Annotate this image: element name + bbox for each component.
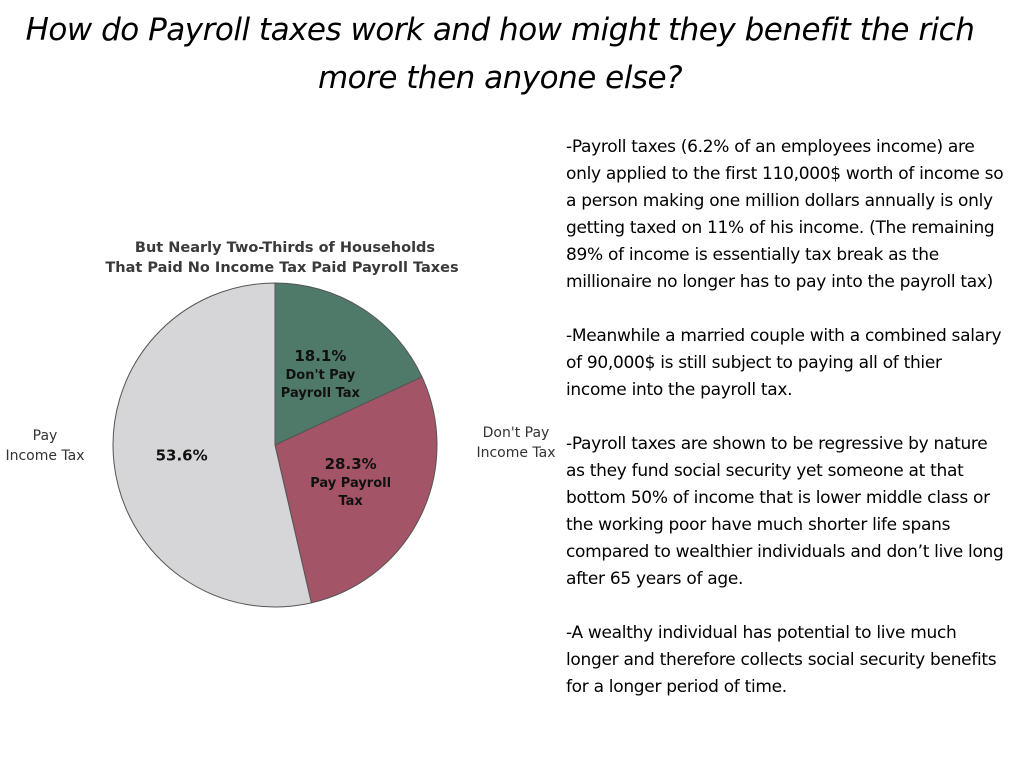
side-label-right-line-2: Income Tax xyxy=(476,445,555,461)
bullet-wealthy-longevity: -A wealthy individual has potential to l… xyxy=(566,623,997,697)
bullet-list: -Payroll taxes (6.2% of an employees inc… xyxy=(566,134,1006,728)
pie-chart-svg: But Nearly Two-Thirds of Households That… xyxy=(5,240,556,608)
side-label-left: Pay Income Tax xyxy=(5,428,84,464)
pie-slice-3 xyxy=(112,282,312,608)
chart-title: But Nearly Two-Thirds of Households That… xyxy=(105,240,458,276)
slide-title: How do Payroll taxes work and how might … xyxy=(0,6,1000,102)
pie-chart: But Nearly Two-Thirds of Households That… xyxy=(0,225,560,625)
pie-slice-1 xyxy=(274,282,423,446)
pie-slice-3-value-label: 53.6% xyxy=(156,447,208,465)
pie-slice-1-caption: Don't Pay xyxy=(285,368,355,383)
bullet-regressive: -Payroll taxes are shown to be regressiv… xyxy=(566,434,1004,589)
chart-title-line-2: That Paid No Income Tax Paid Payroll Tax… xyxy=(105,260,458,276)
pie-slice-1-caption: Payroll Tax xyxy=(281,386,361,401)
slide-title-line-1: How do Payroll taxes work and how might … xyxy=(25,12,975,48)
bullet-payroll-cap: -Payroll taxes (6.2% of an employees inc… xyxy=(566,137,1004,292)
side-label-left-line-1: Pay xyxy=(33,428,58,444)
pie-slice-labels: 18.1% Don't Pay Payroll Tax 28.3% Pay Payrol… xyxy=(156,347,391,509)
pie-slice-2-value-label: 28.3% xyxy=(325,455,377,473)
bullet-married-couple: -Meanwhile a married couple with a combi… xyxy=(566,326,1002,400)
slide-title-line-2: more then anyone else? xyxy=(317,60,683,96)
pie-slice-1-value-label: 18.1% xyxy=(294,347,346,365)
pie-slice-2-caption: Tax xyxy=(338,494,363,509)
pie-slices xyxy=(112,282,438,608)
pie-slice-2 xyxy=(274,376,438,604)
side-label-left-line-2: Income Tax xyxy=(5,448,84,464)
chart-title-line-1: But Nearly Two-Thirds of Households xyxy=(135,240,435,256)
side-label-right-line-1: Don't Pay xyxy=(483,425,550,441)
side-label-right: Don't Pay Income Tax xyxy=(476,425,555,461)
pie-slice-2-caption: Pay Payroll xyxy=(310,476,391,491)
